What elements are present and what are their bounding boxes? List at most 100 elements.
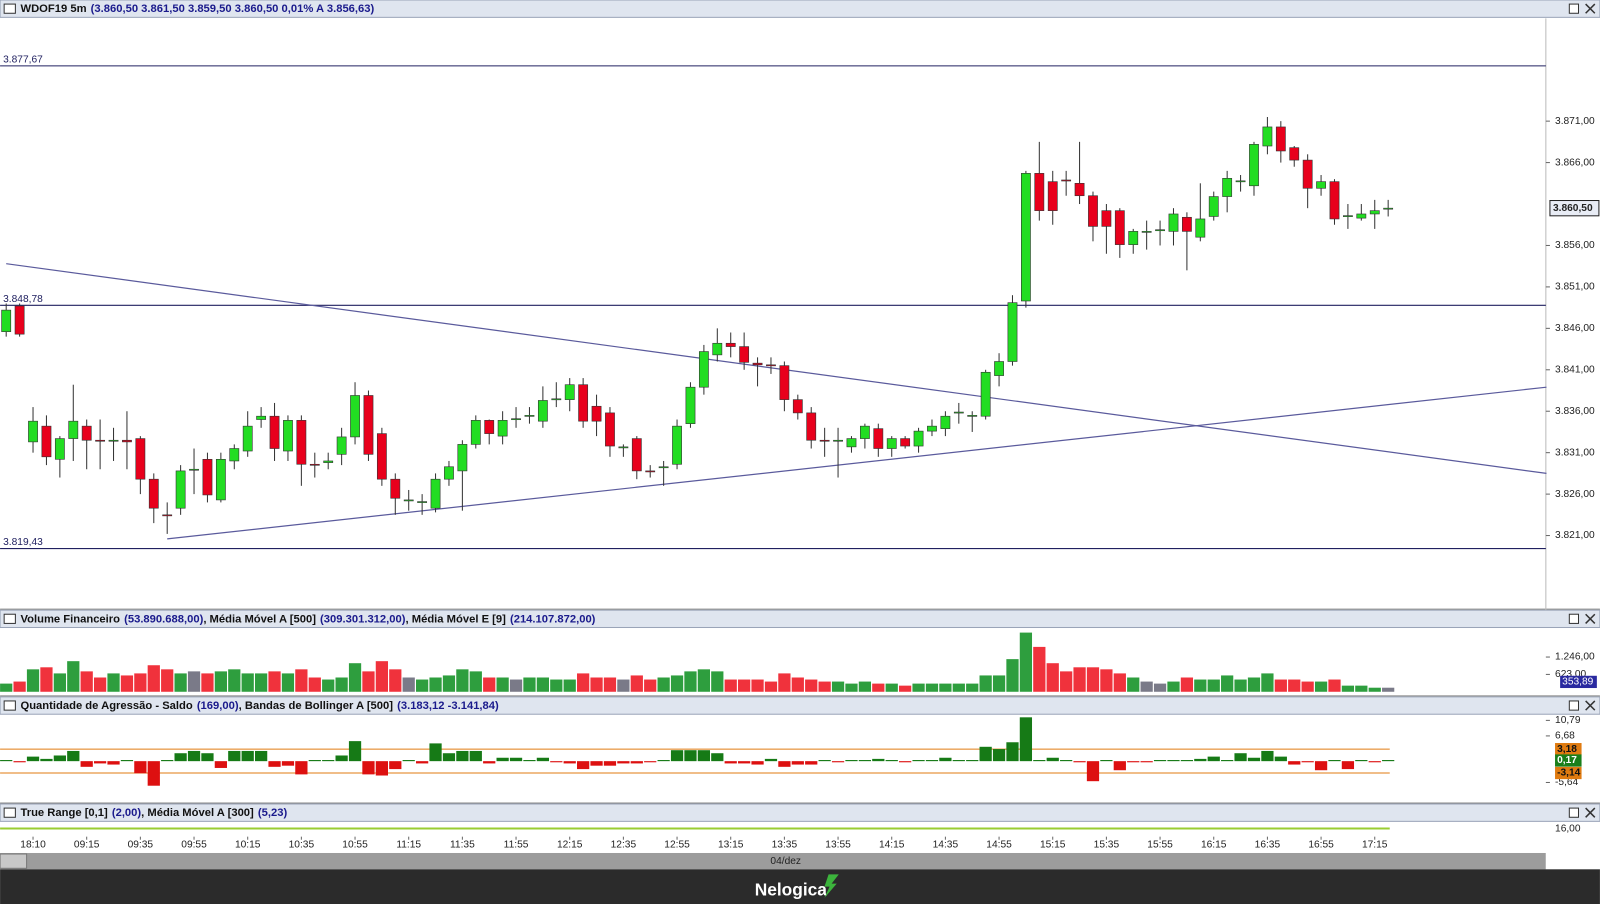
candle-body bbox=[363, 395, 374, 455]
bar bbox=[1100, 760, 1113, 762]
candle-body bbox=[1343, 215, 1353, 217]
x-tick-label: 10:35 bbox=[289, 840, 315, 851]
candle-body bbox=[1222, 178, 1233, 197]
y-tick-label: 3.851,00 bbox=[1555, 282, 1595, 293]
bar bbox=[429, 743, 442, 762]
candle-body bbox=[940, 415, 951, 429]
horizontal-line-label: 3.848,78 bbox=[3, 294, 43, 305]
scroll-thumb[interactable] bbox=[0, 853, 28, 869]
bar bbox=[201, 753, 214, 762]
y-tick-label: 3.831,00 bbox=[1555, 447, 1595, 458]
candle-body bbox=[927, 425, 937, 432]
bar bbox=[389, 669, 402, 692]
y-tick-label: 3.826,00 bbox=[1555, 489, 1595, 500]
close-button[interactable] bbox=[1585, 3, 1596, 14]
bar bbox=[13, 761, 26, 763]
candle-body bbox=[457, 444, 468, 472]
bar bbox=[0, 683, 13, 692]
candle-body bbox=[551, 398, 562, 401]
bar bbox=[26, 756, 40, 762]
bar bbox=[966, 683, 979, 692]
candle-body bbox=[833, 439, 843, 442]
candle-body bbox=[1021, 173, 1031, 302]
panel-title: (3.183,12 -3.141,84) bbox=[397, 700, 499, 712]
bar bbox=[134, 673, 147, 692]
candle-body bbox=[189, 468, 199, 471]
bar bbox=[1328, 760, 1341, 762]
candle-body bbox=[135, 438, 146, 480]
bar bbox=[147, 761, 160, 786]
close-button[interactable] bbox=[1585, 700, 1596, 711]
candle-body bbox=[430, 478, 441, 509]
x-tick-label: 14:35 bbox=[933, 840, 959, 851]
bar bbox=[1180, 760, 1194, 762]
maximize-button[interactable] bbox=[1568, 3, 1580, 14]
candle-body bbox=[1034, 173, 1045, 211]
candle-body bbox=[1262, 126, 1273, 147]
bar bbox=[1382, 687, 1395, 692]
candle-body bbox=[175, 470, 186, 509]
bar bbox=[1234, 679, 1247, 692]
candle-body bbox=[403, 499, 414, 502]
candle-body bbox=[256, 415, 267, 420]
candle-body bbox=[1088, 195, 1098, 227]
bar bbox=[107, 761, 120, 765]
bar bbox=[335, 677, 348, 692]
scrollbar[interactable] bbox=[0, 852, 1546, 870]
x-tick-label: 09:15 bbox=[74, 840, 100, 851]
candle-body bbox=[819, 439, 830, 442]
candle-body bbox=[28, 420, 38, 443]
bar bbox=[1153, 683, 1167, 692]
panel-icon bbox=[3, 700, 16, 711]
bar bbox=[1288, 761, 1301, 765]
panel-title: (309.301.312,00) bbox=[320, 613, 406, 625]
candle-body bbox=[1182, 216, 1192, 232]
bar bbox=[281, 761, 295, 766]
candle-body bbox=[444, 466, 454, 480]
bar bbox=[925, 683, 939, 692]
maximize-button[interactable] bbox=[1568, 700, 1580, 711]
candle-body bbox=[215, 458, 226, 501]
candle-body bbox=[269, 415, 280, 449]
bar bbox=[1180, 677, 1194, 692]
panel-title: (53.890.688,00) bbox=[124, 613, 203, 625]
bar bbox=[442, 675, 456, 692]
candle-body bbox=[1249, 144, 1259, 187]
bar bbox=[375, 761, 388, 776]
last-price-label: 3.860,50 bbox=[1553, 203, 1593, 214]
bar bbox=[469, 671, 482, 692]
bar bbox=[670, 675, 684, 692]
bar bbox=[40, 758, 53, 762]
candle-body bbox=[1007, 302, 1018, 362]
close-button[interactable] bbox=[1585, 613, 1596, 624]
bar bbox=[590, 677, 603, 692]
bar bbox=[456, 750, 469, 762]
bar bbox=[563, 761, 576, 764]
candle-body bbox=[390, 478, 401, 499]
candle-body bbox=[1302, 159, 1313, 189]
bar bbox=[1194, 758, 1207, 762]
bar bbox=[697, 669, 711, 692]
candle-body bbox=[68, 420, 79, 439]
panel-title: Volume Financeiro bbox=[20, 613, 120, 625]
bar bbox=[241, 673, 254, 692]
x-tick-label: 12:55 bbox=[664, 840, 690, 851]
bar bbox=[107, 673, 120, 692]
candle-body bbox=[1141, 231, 1152, 233]
maximize-button[interactable] bbox=[1568, 807, 1580, 818]
y-tick-label: 3.871,00 bbox=[1555, 116, 1595, 127]
y-tick-label: 3.866,00 bbox=[1555, 157, 1595, 168]
candle-body bbox=[1195, 218, 1206, 238]
bar bbox=[885, 683, 898, 692]
candle-body bbox=[122, 439, 132, 443]
candle-body bbox=[242, 425, 253, 452]
x-tick-label: 14:15 bbox=[879, 840, 905, 851]
y-tick-label: 6,68 bbox=[1555, 731, 1575, 742]
band-value-box bbox=[1555, 743, 1582, 756]
bar bbox=[577, 673, 590, 692]
candle-body bbox=[1168, 213, 1179, 232]
close-button[interactable] bbox=[1585, 807, 1596, 818]
bar bbox=[268, 671, 281, 692]
maximize-button[interactable] bbox=[1568, 613, 1580, 624]
bar bbox=[939, 757, 952, 762]
